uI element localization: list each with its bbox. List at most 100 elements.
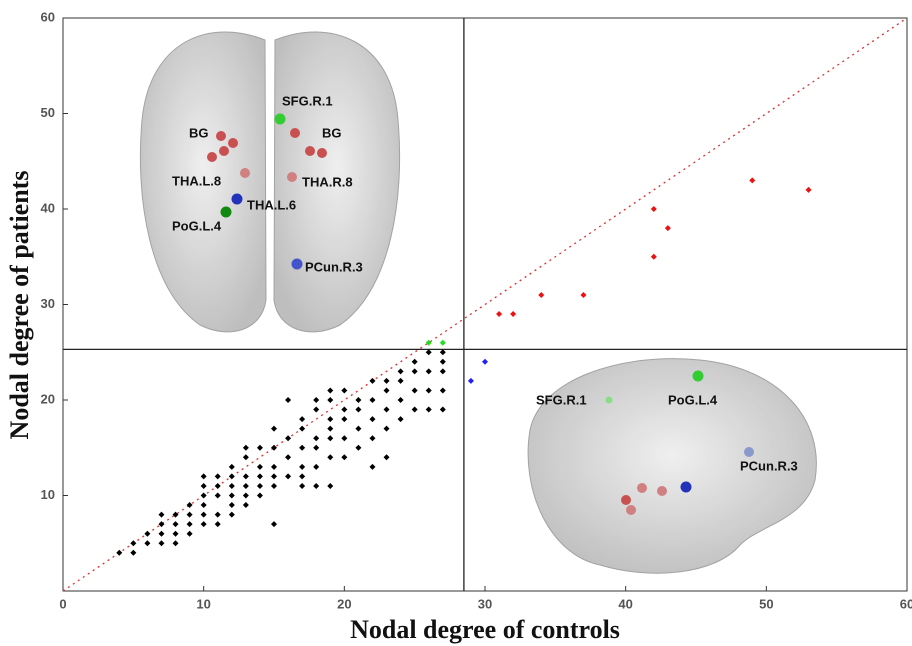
scatter-point xyxy=(158,540,164,546)
scatter-point xyxy=(257,473,263,479)
scatter-point xyxy=(201,493,207,499)
scatter-point xyxy=(116,550,122,556)
scatter-point xyxy=(158,512,164,518)
x-tick-label: 60 xyxy=(900,596,912,611)
scatter-point xyxy=(285,435,291,441)
brain-label: PCun.R.3 xyxy=(740,458,798,473)
scatter-point xyxy=(215,521,221,527)
scatter-point xyxy=(130,550,136,556)
scatter-point xyxy=(215,483,221,489)
scatter-point xyxy=(271,483,277,489)
scatter-point xyxy=(313,435,319,441)
scatter-point xyxy=(384,454,390,460)
scatter-point xyxy=(243,483,249,489)
scatter-point xyxy=(398,378,404,384)
y-axis-label: Nodal degree of patients xyxy=(5,171,34,440)
scatter-point xyxy=(749,177,755,183)
brain-side: SFG.R.1 PoG.L.4 PCun.R.3 xyxy=(528,359,816,574)
chart: SFG.R.1 BG BG THA.L.8 THA.R.8 THA.L.6 Po… xyxy=(0,0,912,646)
brain-label: SFG.R.1 xyxy=(282,93,333,108)
scatter-point xyxy=(426,368,432,374)
scatter-point xyxy=(398,416,404,422)
y-tick-label: 40 xyxy=(41,200,55,215)
brain-label: THA.L.8 xyxy=(172,173,221,188)
scatter-point xyxy=(426,407,432,413)
scatter-point xyxy=(229,483,235,489)
scatter-point xyxy=(369,397,375,403)
scatter-point xyxy=(327,426,333,432)
scatter-point xyxy=(426,387,432,393)
scatter-point xyxy=(229,493,235,499)
scatter-point xyxy=(341,407,347,413)
scatter-point xyxy=(257,464,263,470)
scatter-point xyxy=(299,473,305,479)
scatter-point xyxy=(496,311,502,317)
brain-label: BG xyxy=(322,125,342,140)
scatter-point xyxy=(384,387,390,393)
brain-label: PCun.R.3 xyxy=(305,259,363,274)
scatter-point xyxy=(173,540,179,546)
scatter-point xyxy=(440,340,446,346)
scatter-point xyxy=(313,407,319,413)
scatter-point xyxy=(229,464,235,470)
scatter-point xyxy=(341,435,347,441)
y-tick-label: 10 xyxy=(41,487,55,502)
y-tick-label: 50 xyxy=(41,105,55,120)
scatter-point xyxy=(482,359,488,365)
scatter-point xyxy=(187,531,193,537)
scatter-point xyxy=(355,397,361,403)
scatter-point xyxy=(341,416,347,422)
scatter-point xyxy=(299,464,305,470)
x-tick-label: 10 xyxy=(196,596,210,611)
scatter-point xyxy=(187,521,193,527)
scatter-point xyxy=(173,521,179,527)
scatter-point xyxy=(201,512,207,518)
scatter-point xyxy=(341,454,347,460)
scatter-point xyxy=(341,387,347,393)
scatter-point xyxy=(355,445,361,451)
scatter-point xyxy=(201,502,207,508)
scatter-point xyxy=(271,521,277,527)
x-tick-label: 50 xyxy=(759,596,773,611)
scatter-point xyxy=(229,512,235,518)
scatter-point xyxy=(369,416,375,422)
scatter-point xyxy=(398,397,404,403)
scatter-point xyxy=(327,483,333,489)
scatter-point xyxy=(243,445,249,451)
scatter-point xyxy=(580,292,586,298)
scatter-point xyxy=(327,454,333,460)
scatter-point xyxy=(173,531,179,537)
scatter-point xyxy=(257,445,263,451)
scatter-point xyxy=(651,206,657,212)
y-tick-label: 60 xyxy=(41,9,55,24)
scatter-point xyxy=(313,464,319,470)
scatter-point xyxy=(369,435,375,441)
scatter-point xyxy=(158,531,164,537)
scatter-point xyxy=(187,512,193,518)
brain-label: BG xyxy=(189,125,209,140)
scatter-point xyxy=(313,483,319,489)
scatter-point xyxy=(510,311,516,317)
scatter-point xyxy=(201,521,207,527)
scatter-point xyxy=(327,416,333,422)
scatter-point xyxy=(243,473,249,479)
brain-label: SFG.R.1 xyxy=(536,392,587,407)
scatter-point xyxy=(144,531,150,537)
scatter-point xyxy=(468,378,474,384)
scatter-point xyxy=(412,387,418,393)
scatter-point xyxy=(538,292,544,298)
scatter-point xyxy=(243,454,249,460)
x-tick-label: 30 xyxy=(478,596,492,611)
scatter-point xyxy=(651,254,657,260)
scatter-point xyxy=(215,493,221,499)
scatter-point xyxy=(327,397,333,403)
scatter-point xyxy=(327,387,333,393)
scatter-point xyxy=(271,473,277,479)
scatter-point xyxy=(313,397,319,403)
scatter-point xyxy=(285,454,291,460)
y-tick-label: 20 xyxy=(41,391,55,406)
scatter-point xyxy=(243,493,249,499)
brain-label: PoG.L.4 xyxy=(172,218,222,233)
scatter-point xyxy=(201,483,207,489)
scatter-point xyxy=(130,540,136,546)
